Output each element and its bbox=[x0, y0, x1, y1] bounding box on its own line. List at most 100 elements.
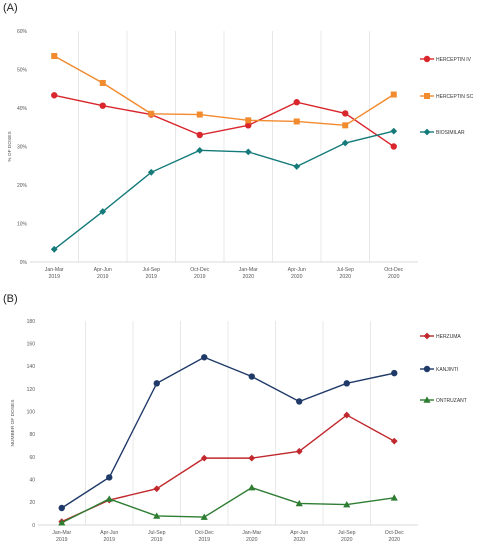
data-point bbox=[148, 110, 155, 117]
y-tick-label: 20% bbox=[17, 183, 28, 189]
data-point bbox=[153, 380, 160, 387]
legend-marker bbox=[423, 396, 431, 403]
data-point bbox=[293, 99, 300, 106]
series-line bbox=[53, 130, 394, 250]
data-point bbox=[105, 495, 113, 502]
data-point bbox=[200, 454, 208, 462]
legend-marker bbox=[423, 365, 431, 373]
data-point bbox=[343, 380, 350, 387]
y-tick-label: 160 bbox=[27, 341, 36, 347]
data-point bbox=[295, 499, 303, 507]
x-tick-label: Oct-Dec bbox=[190, 267, 209, 273]
legend-marker bbox=[423, 332, 431, 340]
y-tick-label: 40% bbox=[17, 106, 28, 112]
data-point bbox=[248, 454, 256, 462]
data-point bbox=[341, 139, 349, 147]
legend-marker bbox=[424, 93, 430, 99]
y-tick-label: 120 bbox=[27, 387, 36, 393]
x-tick-label: 2020 bbox=[341, 537, 353, 543]
y-axis-label: % OF DOSES bbox=[7, 131, 13, 161]
y-axis-label: NUMBER OF DOSES bbox=[10, 400, 16, 447]
y-tick-label: 80 bbox=[29, 432, 35, 438]
x-tick-label: Apr-Jun bbox=[288, 267, 306, 273]
y-tick-label: 0% bbox=[20, 260, 28, 266]
x-tick-label: Jan-Mar bbox=[52, 530, 71, 536]
y-tick-label: 180 bbox=[27, 319, 36, 325]
x-tick-label: Jan-Mar bbox=[242, 530, 261, 536]
x-tick-label: Oct-Dec bbox=[385, 530, 404, 536]
data-point bbox=[390, 437, 398, 445]
data-point bbox=[390, 143, 397, 150]
legend-label: HERZUMA bbox=[436, 334, 461, 340]
x-tick-label: 2020 bbox=[388, 537, 400, 543]
y-tick-label: 60 bbox=[29, 455, 35, 461]
y-tick-label: 10% bbox=[17, 221, 28, 227]
series-line bbox=[61, 486, 395, 524]
x-tick-label: Jan-Mar bbox=[239, 267, 258, 273]
data-point bbox=[390, 127, 398, 135]
data-point bbox=[248, 373, 255, 380]
panel-label: (B) bbox=[3, 293, 18, 305]
series-line bbox=[54, 94, 395, 148]
x-tick-label: 2019 bbox=[151, 537, 163, 543]
x-tick-label: Apr-Jun bbox=[100, 530, 118, 536]
x-tick-label: Jul-Sep bbox=[338, 530, 356, 536]
x-tick-label: 2019 bbox=[97, 274, 109, 280]
data-point bbox=[99, 102, 106, 109]
x-tick-label: Apr-Jun bbox=[94, 267, 112, 273]
data-point bbox=[58, 519, 66, 526]
series-line bbox=[61, 356, 395, 509]
y-tick-label: 30% bbox=[17, 144, 28, 150]
data-point bbox=[50, 245, 58, 253]
y-tick-label: 50% bbox=[17, 67, 28, 73]
y-tick-label: 20 bbox=[29, 500, 35, 506]
x-tick-label: 2020 bbox=[339, 274, 351, 280]
x-tick-label: 2020 bbox=[293, 537, 305, 543]
data-point bbox=[343, 411, 351, 419]
data-point bbox=[196, 131, 203, 139]
data-point bbox=[390, 494, 398, 501]
data-point bbox=[106, 474, 113, 481]
x-tick-label: 2020 bbox=[246, 537, 258, 543]
chart-panel-b: (B) 0 20 40 60 80 100 120 140 160 180 NUMBER OF DOS… bbox=[3, 293, 467, 543]
y-tick-label: 40 bbox=[29, 477, 35, 483]
x-tick-label: Oct-Dec bbox=[384, 267, 403, 273]
legend-label: HERCEPTIN IV bbox=[436, 57, 472, 63]
x-tick-label: 2020 bbox=[388, 274, 400, 280]
legend-marker bbox=[423, 128, 431, 136]
data-point bbox=[196, 111, 203, 118]
x-tick-label: Oct-Dec bbox=[195, 530, 214, 536]
x-tick-label: 2020 bbox=[242, 274, 254, 280]
data-point bbox=[153, 512, 161, 519]
data-point bbox=[58, 504, 65, 512]
x-tick-label: Jul-Sep bbox=[142, 267, 160, 273]
x-tick-label: Jan-Mar bbox=[45, 267, 64, 273]
x-tick-label: 2019 bbox=[48, 274, 60, 280]
legend-label: KANJINTI bbox=[436, 367, 458, 373]
data-point bbox=[99, 208, 107, 215]
data-point bbox=[99, 79, 106, 86]
data-point bbox=[293, 163, 301, 170]
x-tick-label: 2019 bbox=[145, 274, 157, 280]
panel-label: (A) bbox=[3, 2, 18, 14]
x-tick-label: 2019 bbox=[198, 537, 210, 543]
data-point bbox=[200, 513, 208, 520]
data-point bbox=[201, 354, 208, 361]
data-point bbox=[342, 110, 349, 117]
data-point bbox=[244, 148, 252, 156]
legend-label: BIOSIMILAR bbox=[436, 130, 465, 136]
data-point bbox=[147, 168, 155, 176]
data-point bbox=[293, 118, 300, 125]
chart-panel-a: (A) 0% 10% 20% 30% 40% 50% 60% % OF DOSES Jan-Mar… bbox=[3, 2, 474, 280]
y-tick-label: 100 bbox=[27, 409, 36, 415]
x-tick-label: 2019 bbox=[56, 537, 68, 543]
x-tick-label: Apr-Jun bbox=[290, 530, 308, 536]
data-point bbox=[296, 398, 303, 405]
x-tick-label: 2019 bbox=[194, 274, 206, 280]
data-point bbox=[342, 122, 349, 129]
x-tick-label: Jul-Sep bbox=[148, 530, 166, 536]
y-tick-label: 0 bbox=[32, 523, 35, 529]
legend-label: HERCEPTIN SC bbox=[436, 94, 474, 100]
x-tick-label: Jul-Sep bbox=[336, 267, 354, 273]
